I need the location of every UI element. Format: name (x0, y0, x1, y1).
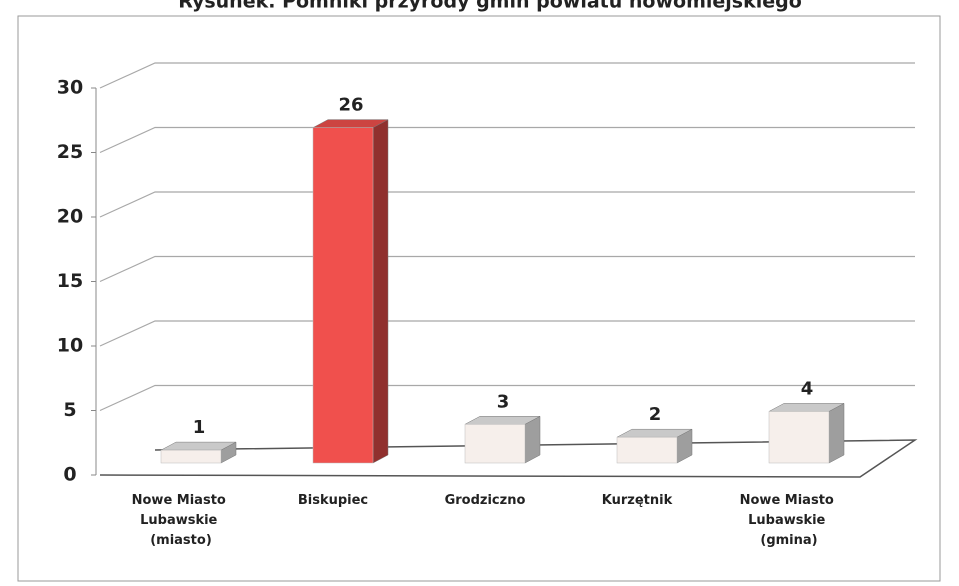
x-tick-label: Kurzętnik (602, 493, 673, 508)
x-tick-label: Grodziczno (445, 493, 526, 508)
x-tick-label-line: Lubawskie (748, 513, 830, 528)
x-tick-label-line: (gmina) (760, 533, 817, 548)
bar-front (616, 436, 678, 464)
x-tick-label-line: Nowe Miasto (132, 493, 231, 508)
value-label: 26 (338, 95, 363, 116)
value-label: 3 (497, 391, 510, 412)
y-tick-label: 30 (57, 77, 83, 99)
bar (768, 402, 845, 464)
x-tick-label: Nowe Miasto Lubawskie (gmina) (740, 493, 839, 548)
grid-line (99, 255, 915, 283)
bar-front (160, 449, 222, 464)
chart-title: Rysunek. Pomniki przyrody gmin powiatu n… (178, 0, 802, 13)
y-tick-label: 15 (57, 270, 83, 292)
bar (464, 415, 541, 464)
value-label: 4 (801, 378, 814, 399)
chart-frame (17, 15, 941, 582)
x-tick-label-line: Nowe Miasto (740, 493, 839, 508)
x-tick-label-line: Biskupiec (298, 493, 368, 508)
y-tick-label: 0 (63, 464, 76, 486)
grid-line (99, 320, 915, 347)
x-tick-label: Biskupiec (298, 493, 368, 508)
x-tick-label-line: (miasto) (150, 533, 212, 548)
grid-line (99, 126, 915, 154)
value-label: 2 (649, 404, 662, 425)
x-tick-label: Nowe Miasto Lubawskie (miasto) (132, 493, 231, 548)
grid-line (99, 384, 915, 412)
bar-front (464, 424, 526, 464)
bar-front (312, 127, 374, 464)
grid-line (99, 191, 915, 218)
y-tick-label: 10 (57, 335, 83, 357)
x-tick-label-line: Grodziczno (445, 493, 526, 508)
y-tick-label: 25 (57, 141, 83, 163)
grid-line (99, 62, 915, 89)
bar (312, 119, 389, 464)
y-tick-label: 20 (57, 206, 83, 228)
x-tick-label-line: Lubawskie (140, 513, 222, 528)
bar (160, 441, 237, 464)
bar-side (828, 402, 845, 464)
bar (616, 428, 693, 464)
bar-front (768, 411, 830, 464)
bar-side (372, 119, 389, 464)
value-label: 1 (193, 417, 206, 438)
y-tick-label: 5 (63, 399, 76, 421)
x-tick-label-line: Kurzętnik (602, 493, 673, 508)
